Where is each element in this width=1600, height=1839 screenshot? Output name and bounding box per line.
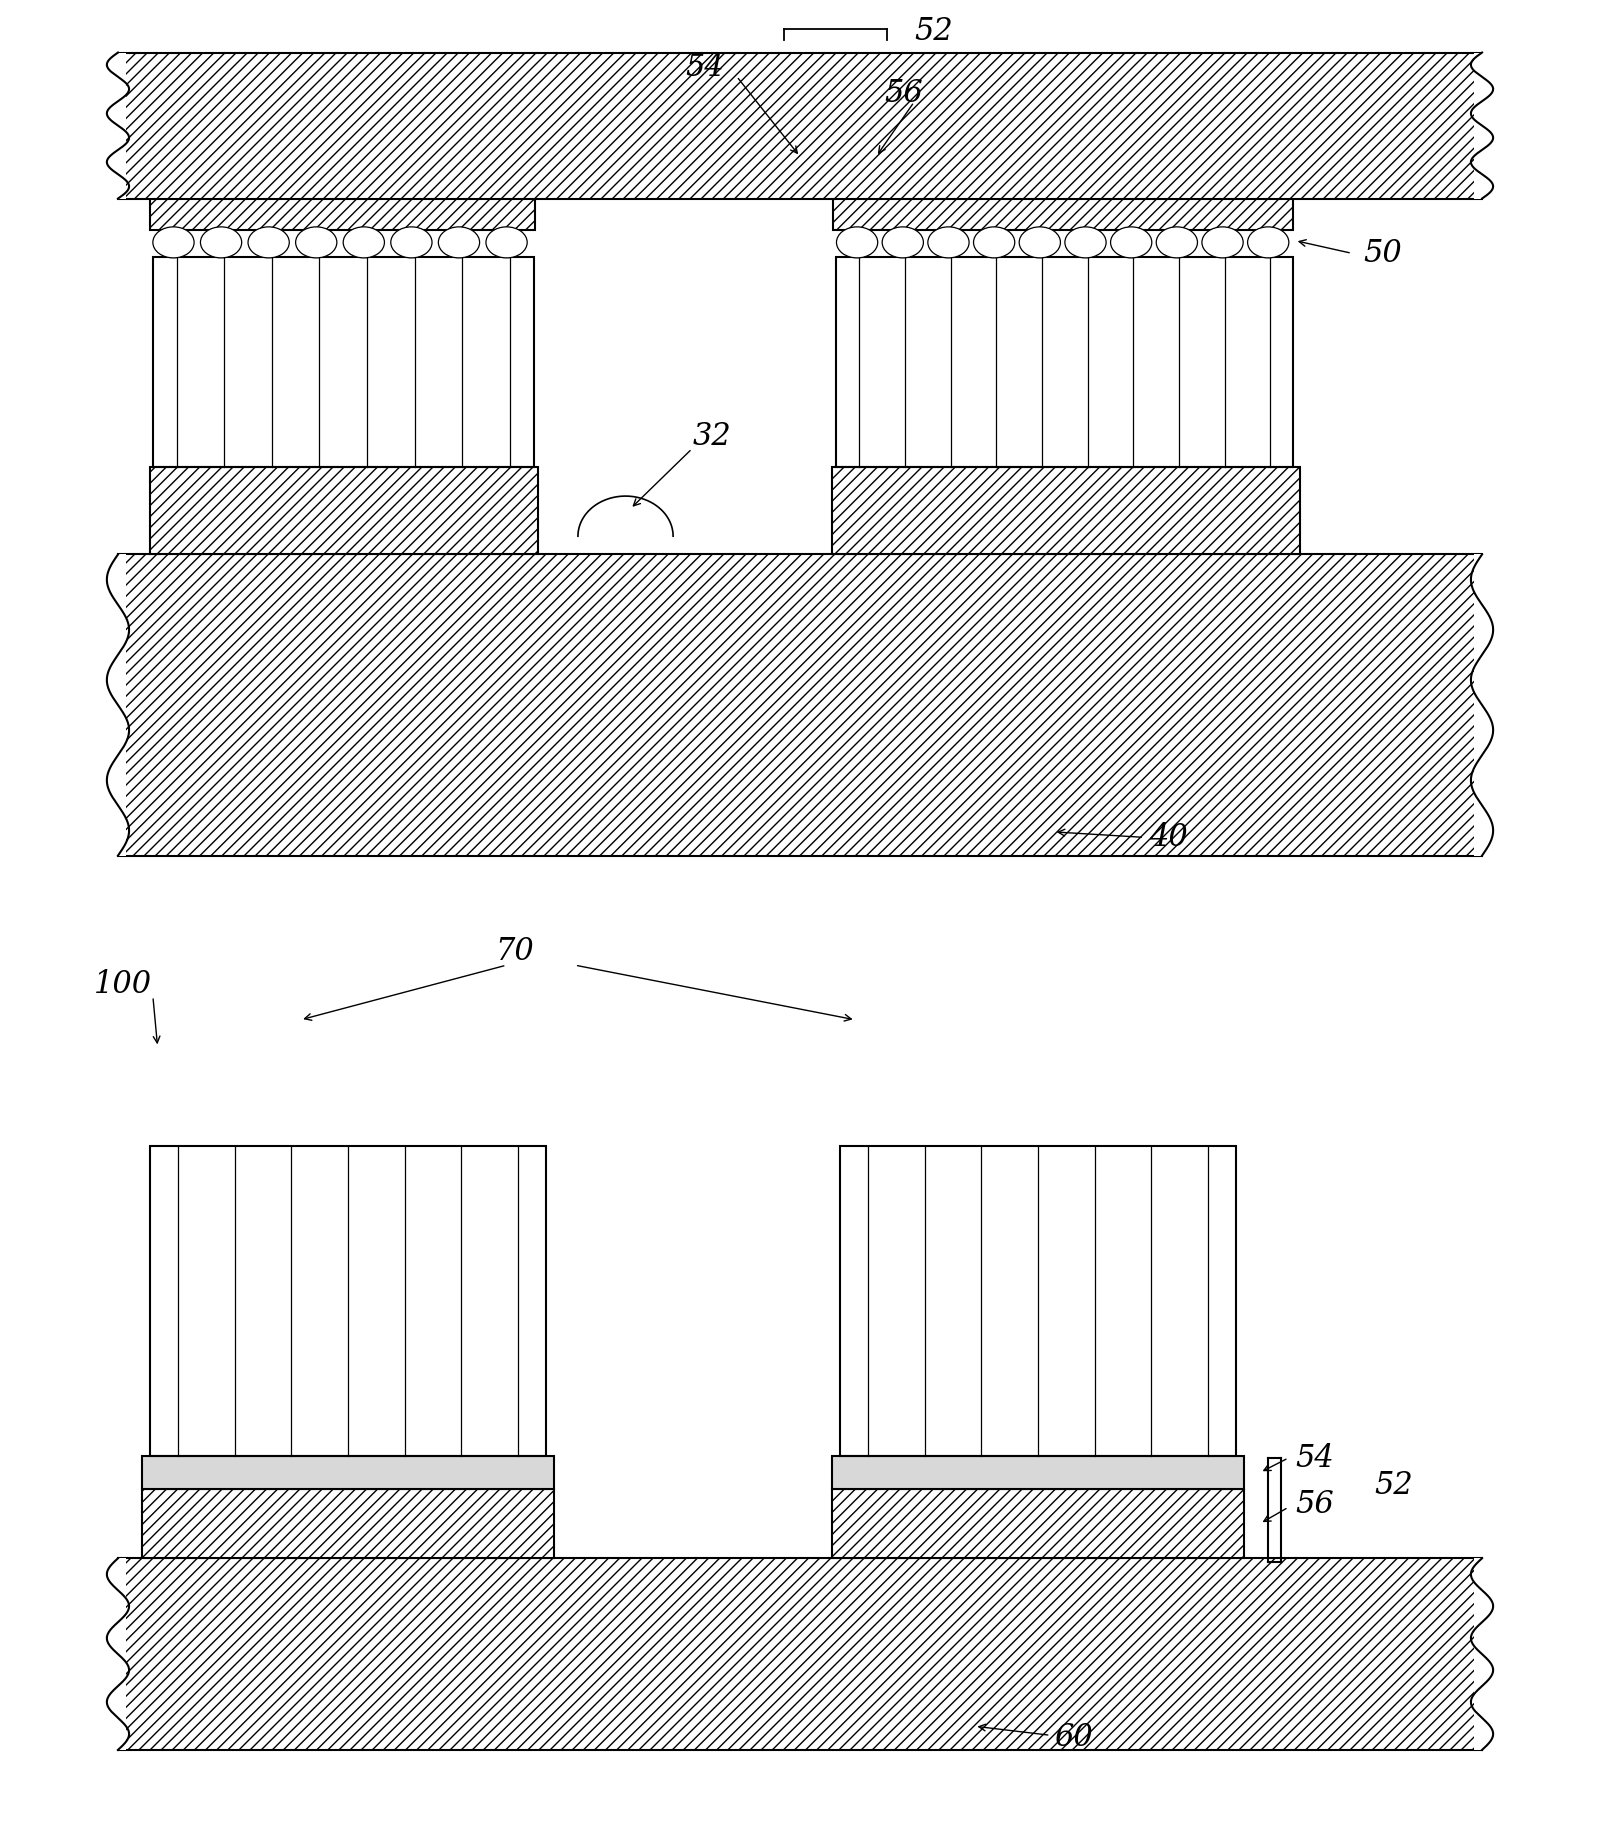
Bar xyxy=(150,156,534,230)
Ellipse shape xyxy=(486,226,526,257)
Bar xyxy=(118,555,1482,855)
Bar xyxy=(154,257,533,467)
Ellipse shape xyxy=(882,226,923,257)
Ellipse shape xyxy=(1019,226,1061,257)
Text: 40: 40 xyxy=(1149,822,1187,853)
Ellipse shape xyxy=(1066,226,1106,257)
Text: 52: 52 xyxy=(914,17,954,46)
Text: 60: 60 xyxy=(1054,1723,1093,1753)
Ellipse shape xyxy=(438,226,480,257)
Bar xyxy=(840,1146,1237,1456)
Ellipse shape xyxy=(928,226,970,257)
Bar xyxy=(118,1558,1482,1751)
Text: 50: 50 xyxy=(1363,239,1402,270)
Ellipse shape xyxy=(1157,226,1197,257)
Bar xyxy=(110,1558,126,1751)
Bar xyxy=(834,156,1293,230)
Text: 56: 56 xyxy=(885,77,923,109)
Ellipse shape xyxy=(973,226,1014,257)
Bar xyxy=(150,1146,546,1456)
Ellipse shape xyxy=(1202,226,1243,257)
Bar xyxy=(832,1490,1245,1558)
Ellipse shape xyxy=(296,226,338,257)
Bar xyxy=(110,555,126,855)
Text: 56: 56 xyxy=(1294,1488,1334,1519)
Bar xyxy=(1474,53,1490,199)
Bar xyxy=(832,1456,1245,1490)
Text: 54: 54 xyxy=(686,51,725,83)
Bar xyxy=(142,1456,554,1490)
Bar xyxy=(832,467,1299,555)
Ellipse shape xyxy=(200,226,242,257)
Bar xyxy=(118,53,1482,199)
Ellipse shape xyxy=(1110,226,1152,257)
Ellipse shape xyxy=(248,226,290,257)
Text: 70: 70 xyxy=(496,936,534,967)
Ellipse shape xyxy=(154,226,194,257)
Text: 52: 52 xyxy=(1374,1471,1413,1501)
Ellipse shape xyxy=(1248,226,1290,257)
Text: 32: 32 xyxy=(693,421,731,452)
Bar xyxy=(1474,555,1490,855)
Ellipse shape xyxy=(837,226,878,257)
Bar xyxy=(1474,1558,1490,1751)
Bar xyxy=(837,257,1293,467)
Ellipse shape xyxy=(342,226,384,257)
Bar xyxy=(142,1490,554,1558)
Text: 100: 100 xyxy=(94,969,152,1000)
Bar xyxy=(110,53,126,199)
Bar xyxy=(150,467,538,555)
Ellipse shape xyxy=(390,226,432,257)
Text: 54: 54 xyxy=(1294,1444,1334,1475)
